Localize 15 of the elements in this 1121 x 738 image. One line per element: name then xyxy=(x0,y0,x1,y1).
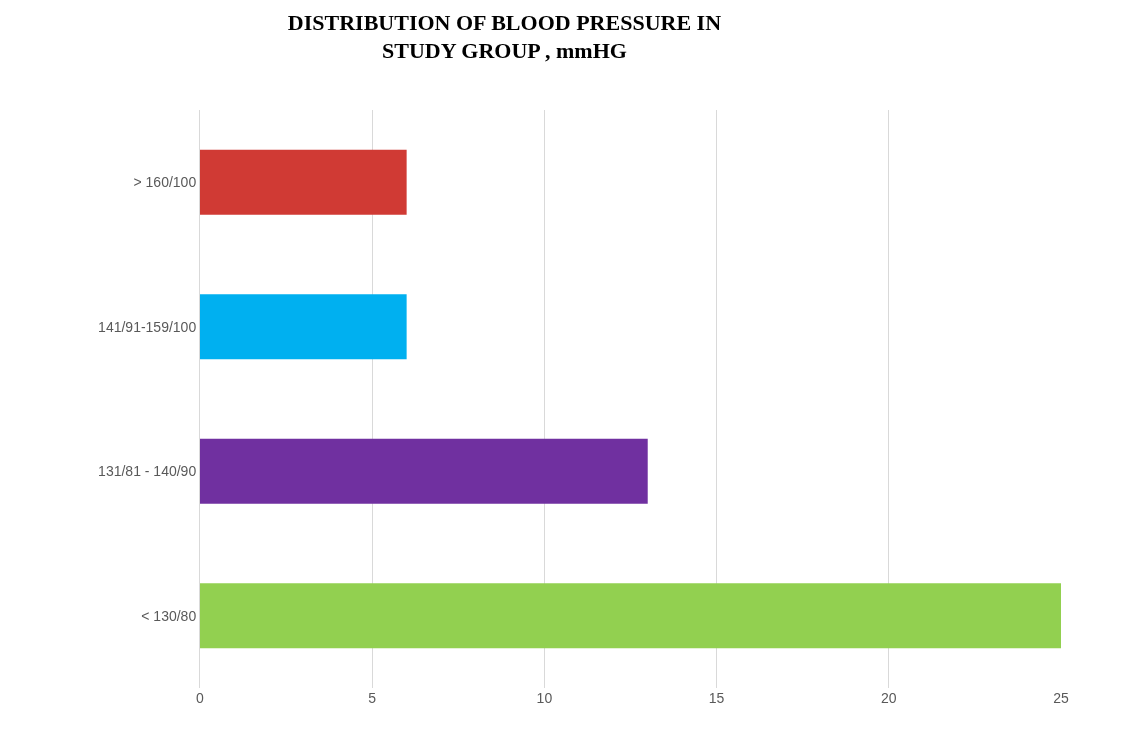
bar xyxy=(200,438,648,504)
x-tick-label: 15 xyxy=(708,690,725,706)
x-tick-label: 25 xyxy=(1053,690,1069,706)
y-tick-label: > 160/100 xyxy=(133,174,197,191)
chart-title: DISTRIBUTION OF BLOOD PRESSURE IN STUDY GROUP , mmHG xyxy=(287,9,722,64)
x-tick-label: 0 xyxy=(196,690,205,706)
bar xyxy=(200,149,407,215)
bar xyxy=(200,294,407,360)
bar xyxy=(200,583,1061,649)
y-tick-label: < 130/80 xyxy=(141,607,197,624)
y-tick-label: 141/91-159/100 xyxy=(98,318,197,335)
y-tick-label: 131/81 - 140/90 xyxy=(98,463,197,480)
x-tick-label: 5 xyxy=(368,690,377,706)
x-tick-label: 10 xyxy=(536,690,553,706)
x-tick-label: 20 xyxy=(881,690,897,706)
